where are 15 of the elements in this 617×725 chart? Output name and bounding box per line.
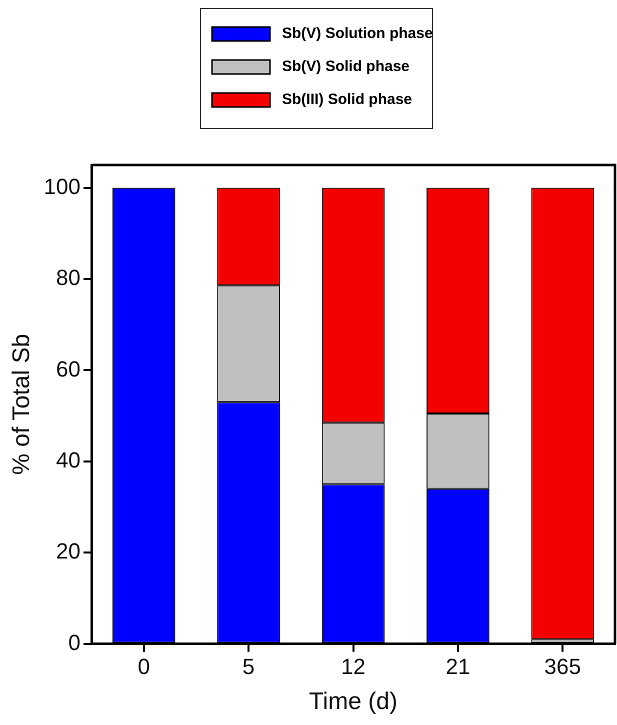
y-tick-label: 100: [44, 174, 81, 199]
legend-label: Sb(III) Solid phase: [282, 91, 412, 108]
x-tick-label: 5: [242, 654, 255, 680]
x-axis-title: Time (d): [309, 688, 398, 716]
y-tick-label: 80: [56, 265, 81, 290]
x-tick-label: 365: [544, 654, 582, 680]
y-tick-label: 40: [56, 447, 81, 472]
y-tick-label: 20: [56, 538, 81, 564]
y-tick-label: 0: [68, 630, 81, 655]
y-tick-label: 60: [56, 356, 81, 382]
y-axis-title: % of Total Sb: [8, 334, 36, 475]
legend-label: Sb(V) Solid phase: [282, 58, 410, 76]
x-tick-label: 12: [341, 654, 366, 680]
x-tick-label: 0: [138, 654, 150, 680]
x-tick-label: 21: [446, 654, 470, 680]
